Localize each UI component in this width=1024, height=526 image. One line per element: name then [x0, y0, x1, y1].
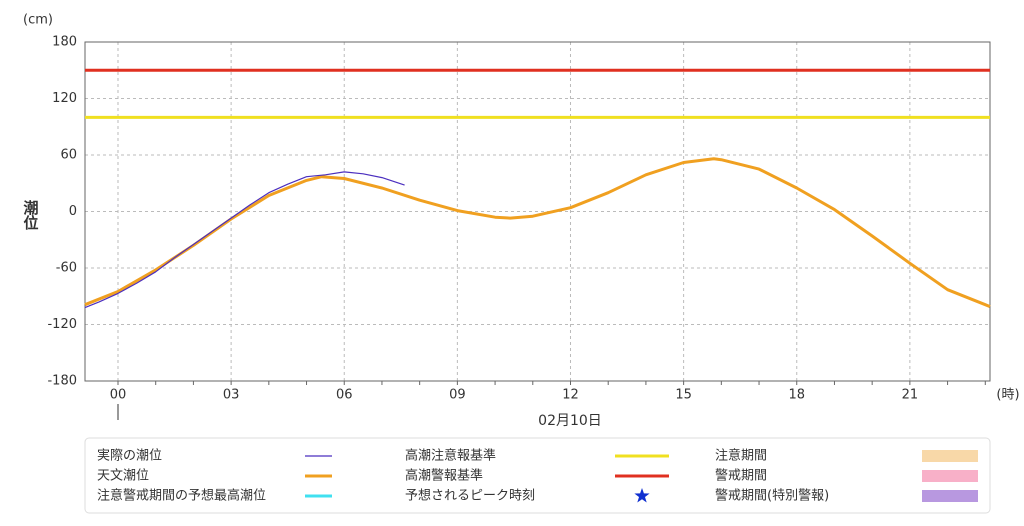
x-tick-label: 15: [675, 388, 692, 403]
y-tick-label: -180: [47, 374, 77, 389]
x-tick-label: 00: [110, 388, 127, 403]
y-label: 潮位: [22, 199, 40, 230]
x-tick-label: 21: [902, 388, 919, 403]
legend-label: 警戒期間(特別警報): [715, 488, 829, 504]
y-tick-label: 60: [60, 148, 77, 163]
legend-label: 注意警戒期間の予想最高潮位: [97, 488, 266, 504]
legend-label: 注意期間: [715, 448, 767, 464]
y-unit: (cm): [23, 13, 53, 28]
legend-label: 実際の潮位: [97, 448, 162, 464]
x-label: 02月10日: [538, 413, 602, 429]
y-tick-label: 0: [69, 204, 77, 219]
y-tick-label: -60: [56, 261, 77, 276]
x-tick-label: 18: [788, 388, 805, 403]
legend-swatch: [922, 490, 978, 502]
x-tick-label: 03: [223, 388, 240, 403]
plot-frame: [84, 41, 991, 382]
legend-box: [84, 437, 991, 514]
y-tick-label: 120: [52, 91, 77, 106]
legend-label: 高潮警報基準: [405, 468, 483, 484]
x-tick-label: 06: [336, 388, 353, 403]
series-line: [84, 171, 405, 309]
legend-label: 高潮注意報基準: [405, 448, 496, 464]
y-tick-label: 180: [52, 35, 77, 50]
legend-label: 天文潮位: [97, 469, 149, 484]
series-line: [84, 157, 991, 308]
x-tick-label: 12: [562, 388, 579, 403]
x-unit: (時): [996, 388, 1019, 403]
legend-swatch: [922, 470, 978, 482]
legend-swatch: [922, 450, 978, 462]
y-tick-label: -120: [47, 317, 77, 332]
legend-label: 警戒期間: [715, 468, 767, 484]
legend-swatch: [634, 488, 650, 503]
x-tick-label: 09: [449, 388, 466, 403]
legend-label: 予想されるピーク時刻: [405, 488, 535, 504]
